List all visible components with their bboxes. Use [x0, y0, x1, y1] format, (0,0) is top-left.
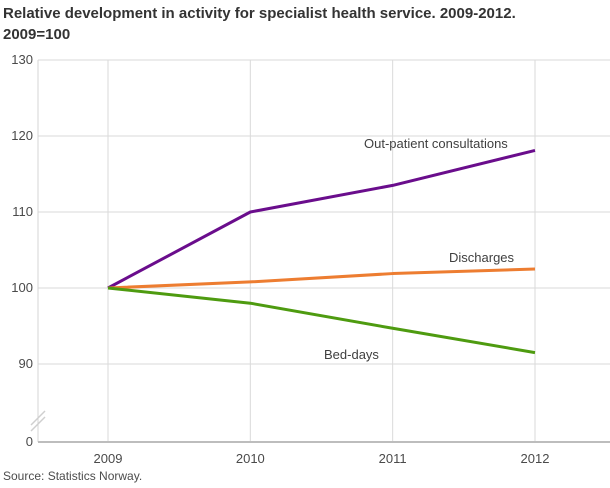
series-line-out-patient-consultations: [107, 148, 536, 290]
y-tick-label-130: 130: [11, 52, 33, 67]
axis-break-mark: [30, 416, 46, 432]
series-label-discharges: Discharges: [449, 250, 515, 265]
x-tick-label-2009: 2009: [93, 451, 123, 466]
x-tick-label-2010: 2010: [235, 451, 265, 466]
y-tick-label-0: 0: [25, 434, 33, 449]
series-line-bed-days: [107, 286, 536, 355]
series-label-bed-days: Bed-days: [324, 347, 379, 362]
series-label-outpatient-consultations: Out-patient consultations: [364, 136, 508, 151]
chart-title-line1: Relative development in activity for spe…: [3, 5, 516, 22]
y-tick-label-120: 120: [11, 128, 33, 143]
x-tick-label-2012: 2012: [520, 451, 550, 466]
source-caption: Source: Statistics Norway.: [3, 469, 143, 483]
y-tick-label-110: 110: [12, 204, 33, 219]
chart-title-line2: 2009=100: [3, 26, 71, 43]
y-tick-label-90: 90: [18, 356, 33, 371]
axis-break-mark: [30, 410, 46, 426]
x-tick-label-2011: 2011: [378, 451, 407, 466]
chart-title: Relative development in activity for spe…: [3, 3, 603, 45]
y-tick-label-100: 100: [11, 280, 33, 295]
series-line-discharges: [107, 267, 536, 290]
